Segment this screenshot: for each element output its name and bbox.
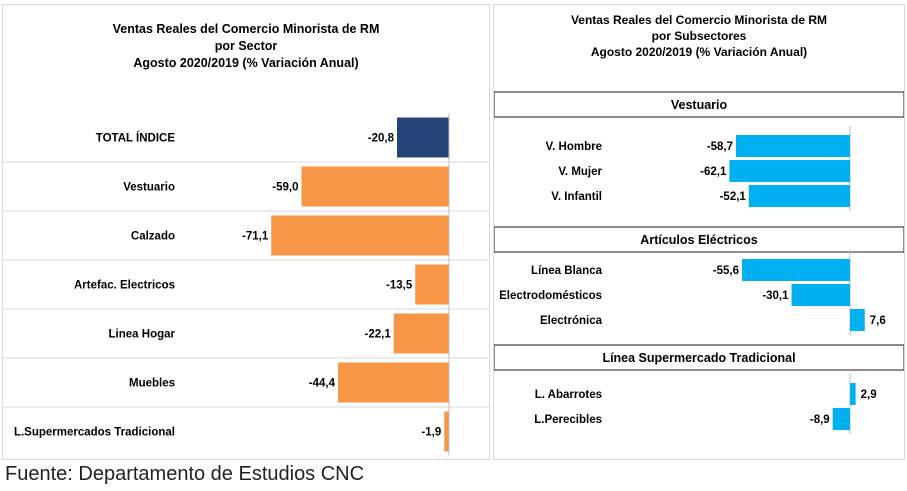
category-label: Linea Hogar xyxy=(109,329,176,341)
bar-linea-blanca xyxy=(742,259,850,281)
value-label: -44,4 xyxy=(309,378,336,390)
category-label: Calzado xyxy=(131,231,175,243)
bar-calzado xyxy=(271,215,449,256)
bar-electrodomesticos xyxy=(791,284,850,306)
category-label: Artefac. Electricos xyxy=(74,280,175,292)
value-label: -1,9 xyxy=(421,427,441,439)
subsector-chart-title: Ventas Reales del Comercio Minorista de … xyxy=(494,12,904,60)
value-label: -52,1 xyxy=(720,191,747,203)
sector-chart-panel: Ventas Reales del Comercio Minorista de … xyxy=(2,4,490,460)
value-label: 7,6 xyxy=(870,315,886,327)
subsector-bar-chart: Vestuario V. Hombre -58,7 V. Mujer -62,1 V. I… xyxy=(494,91,904,435)
category-label: L.Supermercados Tradicional xyxy=(14,427,175,439)
value-label: -59,0 xyxy=(272,182,298,194)
subsector-chart-title-line-1: Ventas Reales del Comercio Minorista de … xyxy=(570,13,828,27)
value-label: -58,7 xyxy=(707,141,733,153)
category-label: V. Hombre xyxy=(546,141,602,153)
subsector-chart-panel: Ventas Reales del Comercio Minorista de … xyxy=(493,4,905,460)
category-label: V. Mujer xyxy=(558,166,602,178)
value-label: -8,9 xyxy=(810,414,830,426)
category-label: Electrodomésticos xyxy=(499,290,602,302)
bar-v-mujer xyxy=(729,160,850,182)
sector-chart-title-line-1: Ventas Reales del Comercio Minorista de … xyxy=(112,22,380,36)
category-label: Línea Blanca xyxy=(531,265,603,277)
bar-artefac-electricos xyxy=(415,264,449,305)
bar-l-abarrotes xyxy=(850,383,856,405)
bar-electronica xyxy=(850,309,865,331)
category-label: L. Abarrotes xyxy=(535,389,602,401)
bar-vestuario xyxy=(301,166,449,207)
value-label: -71,1 xyxy=(242,231,269,243)
bar-total-ndice xyxy=(397,117,449,158)
source-footer: Fuente: Departamento de Estudios CNC xyxy=(5,463,365,485)
value-label: -13,5 xyxy=(386,280,413,292)
bar-v-infantil xyxy=(748,185,850,207)
category-label: L.Perecibles xyxy=(534,414,602,426)
category-label: Vestuario xyxy=(123,182,175,194)
section-title-vestuario: Vestuario xyxy=(671,98,728,112)
sector-chart-title: Ventas Reales del Comercio Minorista de … xyxy=(3,21,489,72)
section-header-articulos-electricos xyxy=(494,226,904,253)
value-label: -30,1 xyxy=(762,290,789,302)
value-label: -62,1 xyxy=(700,166,727,178)
value-label: -22,1 xyxy=(365,329,392,341)
sector-bar-chart: TOTAL ÍNDICE -20,8 Vestuario -59,0 Calzado -7… xyxy=(3,113,489,456)
bar-linea-hogar xyxy=(393,313,449,354)
section-header-vestuario xyxy=(494,91,904,118)
value-label: -55,6 xyxy=(713,265,739,277)
section-header-linea-supermercado-tradicional xyxy=(494,344,904,371)
bar-v-hombre xyxy=(736,135,850,157)
bar-l-perecibles xyxy=(832,408,850,430)
category-label: Muebles xyxy=(129,378,175,390)
value-label: -20,8 xyxy=(368,133,395,145)
subsector-chart-title-line-2: por Subsectores xyxy=(651,29,747,43)
subsector-chart-title-line-3: Agosto 2020/2019 (% Variación Anual) xyxy=(590,45,808,59)
category-label: Electrónica xyxy=(540,315,603,327)
category-label: V. Infantil xyxy=(551,191,602,203)
bar-muebles xyxy=(338,362,449,403)
sector-chart-title-line-3: Agosto 2020/2019 (% Variación Anual) xyxy=(133,56,359,70)
section-title-linea-supermercado-tradicional: Línea Supermercado Tradicional xyxy=(602,351,795,365)
section-title-articulos-electricos: Artículos Eléctricos xyxy=(640,233,757,247)
value-label: 2,9 xyxy=(861,389,877,401)
sector-chart-title-line-2: por Sector xyxy=(214,39,278,53)
category-label: TOTAL ÍNDICE xyxy=(96,132,176,145)
bar-l-supermercados-tradicional xyxy=(444,411,449,452)
